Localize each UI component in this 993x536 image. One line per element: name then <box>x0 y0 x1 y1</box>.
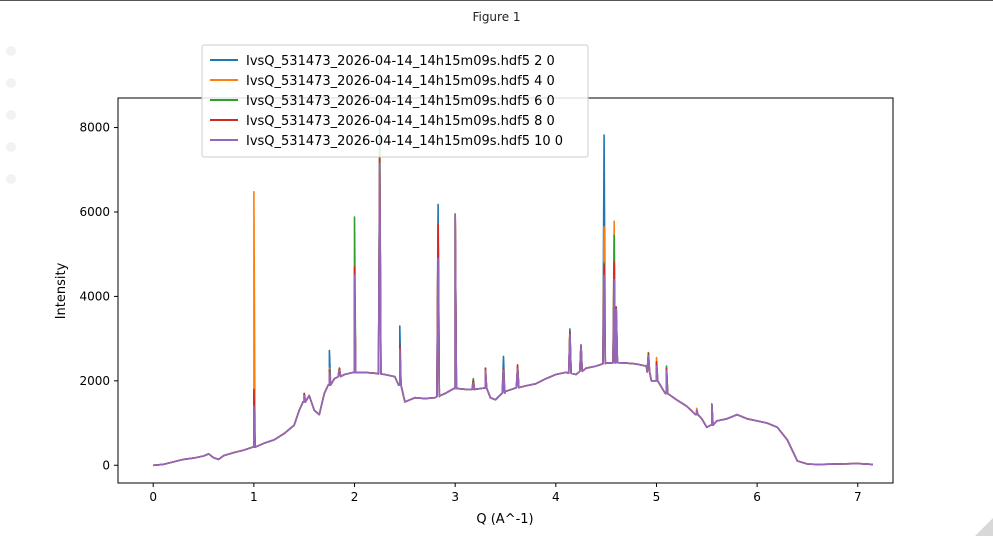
zoom-icon[interactable] <box>6 174 16 184</box>
legend-label-2: IvsQ_531473_2026-04-14_14h15m09s.hdf5 4 … <box>246 74 555 89</box>
window-top-border <box>0 0 993 1</box>
legend-label-5: IvsQ_531473_2026-04-14_14h15m09s.hdf5 10… <box>246 134 563 149</box>
x-tick-label: 0 <box>149 490 157 504</box>
y-tick-label: 6000 <box>79 205 110 219</box>
y-axis-label: Intensity <box>54 262 69 319</box>
axes-frame <box>117 97 894 484</box>
legend-box <box>201 44 589 158</box>
toolbar-ghost <box>2 40 22 190</box>
y-tick-label: 4000 <box>79 289 110 303</box>
x-tick-label: 4 <box>552 490 560 504</box>
legend-label-4: IvsQ_531473_2026-04-14_14h15m09s.hdf5 8 … <box>246 114 555 129</box>
forward-icon[interactable] <box>6 110 16 120</box>
x-tick-label: 7 <box>854 490 862 504</box>
y-axis-ticks: 0 2000 4000 6000 8000 <box>79 121 118 472</box>
x-axis-ticks: 0 1 2 3 4 5 6 7 <box>149 483 862 504</box>
x-tick-label: 5 <box>653 490 661 504</box>
y-tick-label: 2000 <box>79 374 110 388</box>
y-tick-label: 0 <box>102 458 110 472</box>
series-layer <box>153 124 873 467</box>
resize-grip-icon[interactable] <box>975 518 993 536</box>
legend-label-1: IvsQ_531473_2026-04-14_14h15m09s.hdf5 2 … <box>246 54 555 69</box>
window-title: Figure 1 <box>472 10 521 24</box>
legend-label-3: IvsQ_531473_2026-04-14_14h15m09s.hdf5 6 … <box>246 94 555 109</box>
home-icon[interactable] <box>6 46 16 56</box>
x-tick-label: 2 <box>351 490 359 504</box>
x-axis-label: Q (A^-1) <box>476 512 533 527</box>
x-tick-label: 3 <box>451 490 459 504</box>
y-tick-label: 8000 <box>79 121 110 135</box>
x-tick-label: 6 <box>753 490 761 504</box>
pan-icon[interactable] <box>6 142 16 152</box>
series-line-5 <box>153 162 873 467</box>
legend: IvsQ_531473_2026-04-14_14h15m09s.hdf5 2 … <box>201 44 589 158</box>
x-tick-label: 1 <box>250 490 258 504</box>
back-icon[interactable] <box>6 78 16 88</box>
